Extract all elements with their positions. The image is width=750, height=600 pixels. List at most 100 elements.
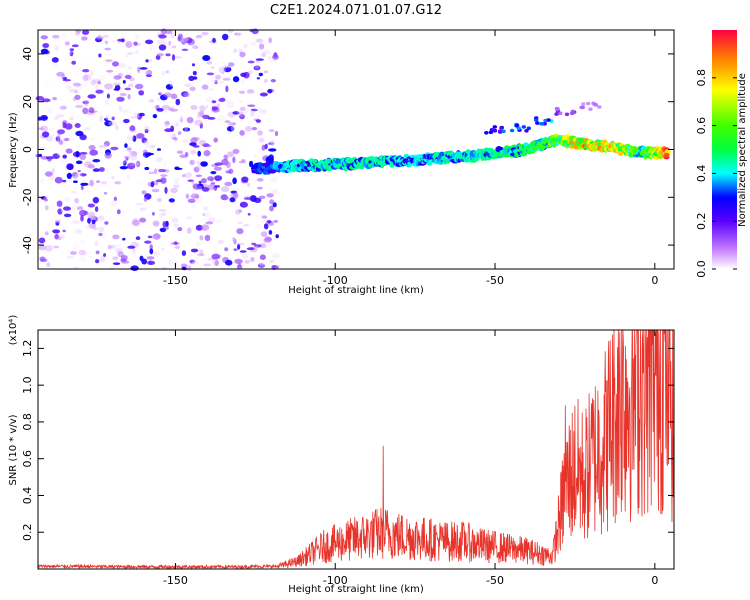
noise-cell (104, 120, 113, 127)
noise-cell (269, 199, 275, 205)
noise-cell (238, 90, 246, 94)
noise-cell (195, 63, 200, 66)
noise-cell (204, 234, 211, 242)
noise-cell (89, 215, 95, 219)
noise-cell (88, 144, 96, 151)
noise-cell (44, 198, 48, 202)
noise-cell (206, 61, 213, 65)
noise-cell (194, 119, 203, 126)
noise-cell (224, 120, 231, 124)
branch-cell (492, 125, 497, 129)
noise-cell (129, 129, 136, 134)
noise-cell (156, 53, 164, 57)
noise-cell (160, 177, 167, 184)
noise-cell (57, 254, 61, 257)
noise-cell (242, 44, 249, 51)
noise-cell (179, 116, 184, 123)
noise-cell (70, 176, 78, 179)
noise-cell (112, 243, 121, 248)
noise-cell (139, 255, 144, 261)
noise-cell (142, 149, 148, 154)
noise-cell (132, 135, 137, 142)
noise-cell (255, 38, 264, 43)
noise-cell (104, 47, 112, 51)
noise-cell (247, 60, 255, 64)
y-tick-label: -20 (21, 188, 34, 206)
noise-cell (106, 93, 110, 99)
noise-cell (119, 212, 128, 218)
noise-cell (48, 90, 56, 97)
noise-cell (189, 159, 195, 165)
noise-cell (151, 188, 160, 193)
noise-cell (122, 152, 128, 157)
noise-cell (129, 162, 136, 167)
noise-cell (44, 171, 53, 177)
noise-cell (177, 227, 183, 232)
noise-cell (258, 195, 266, 199)
noise-cell (161, 104, 170, 110)
noise-cell (70, 67, 74, 74)
noise-cell (212, 260, 216, 266)
noise-cell (235, 209, 241, 215)
noise-cell (255, 119, 262, 123)
noise-cell (142, 43, 149, 46)
noise-cell (66, 50, 72, 56)
noise-cell (233, 58, 239, 64)
noise-cell (36, 143, 43, 149)
noise-cell (191, 203, 197, 209)
noise-cell (63, 206, 71, 211)
noise-cell (155, 156, 163, 163)
branch-cell (570, 109, 575, 114)
noise-cell (94, 240, 99, 247)
noise-cell (217, 149, 221, 156)
noise-cell (108, 102, 115, 108)
spectrogram-y-ticks: -40 -20 0 20 40 (21, 47, 674, 254)
noise-cell (254, 107, 263, 111)
noise-cell (107, 244, 112, 250)
noise-cell (173, 223, 179, 228)
noise-cell (95, 250, 100, 255)
colorbar-tick-label: 0.4 (695, 165, 708, 183)
noise-cell (104, 152, 112, 159)
noise-cell (103, 141, 110, 147)
noise-cell (52, 97, 57, 101)
noise-cell (75, 173, 83, 179)
noise-cell (220, 186, 230, 193)
noise-cell (104, 118, 108, 121)
noise-cell (129, 154, 138, 161)
noise-cell (246, 247, 256, 251)
noise-cell (247, 143, 254, 147)
noise-cell (144, 240, 152, 244)
noise-cell (65, 41, 71, 46)
noise-cell (257, 186, 263, 190)
noise-cell (131, 219, 141, 227)
noise-cell (205, 221, 214, 225)
noise-cell (247, 104, 256, 107)
noise-cell (263, 238, 268, 243)
noise-cell (115, 125, 119, 131)
noise-cell (129, 151, 138, 157)
noise-cell (259, 243, 267, 249)
noise-cell (60, 158, 69, 165)
noise-cell (64, 123, 73, 130)
noise-cell (139, 67, 148, 70)
noise-cell (233, 48, 237, 53)
noise-cell (112, 82, 121, 86)
noise-cell (90, 79, 96, 86)
noise-cell (113, 196, 117, 201)
noise-cell (242, 191, 250, 195)
noise-cell (171, 54, 176, 61)
noise-cell (98, 226, 105, 233)
noise-cell (229, 119, 234, 126)
noise-cell (71, 220, 80, 225)
noise-cell (56, 200, 63, 207)
noise-cell (260, 53, 266, 58)
noise-cell (255, 223, 262, 229)
noise-cell (250, 257, 255, 262)
noise-cell (258, 260, 267, 266)
noise-cell (152, 114, 158, 119)
noise-cell (46, 127, 55, 131)
noise-cell (168, 40, 172, 46)
noise-cell (258, 72, 263, 77)
noise-cell (206, 72, 215, 76)
